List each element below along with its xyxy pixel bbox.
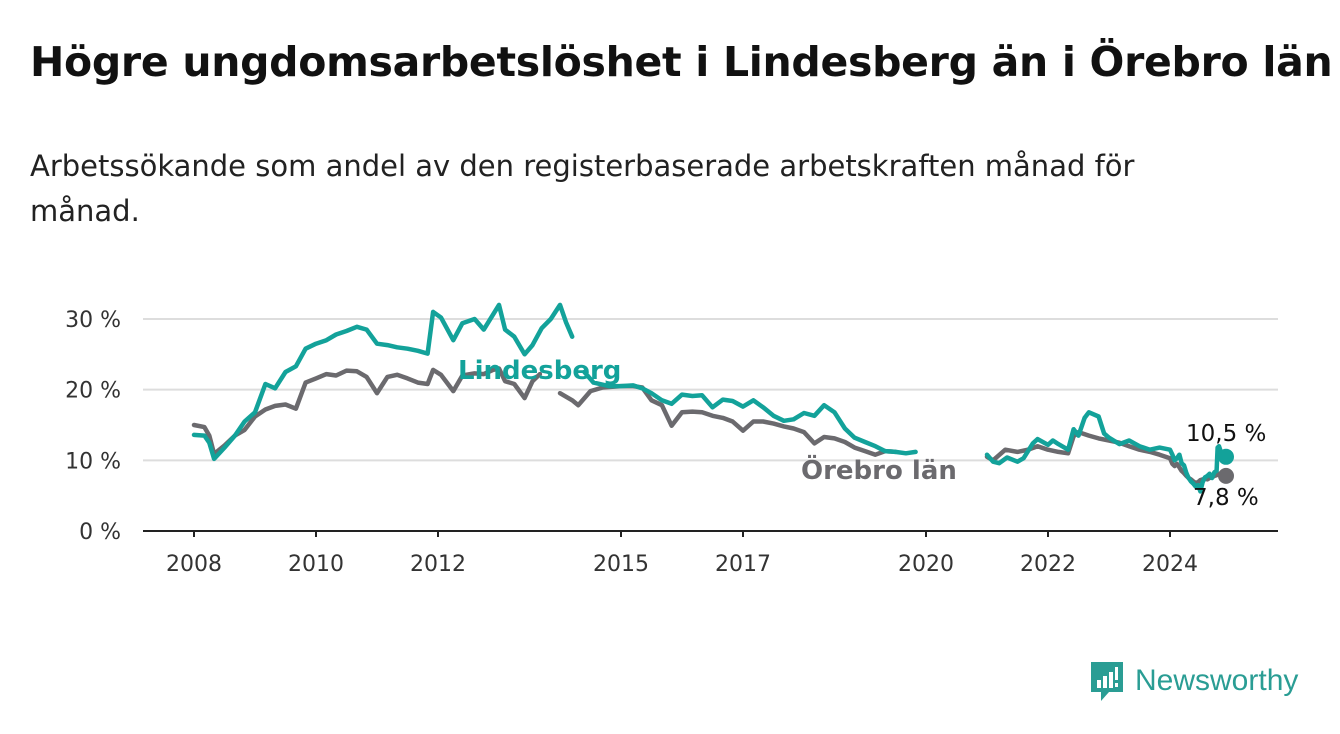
end-value-lindesberg: 10,5 % xyxy=(1186,421,1266,447)
y-axis: 0 % 10 % 20 % 30 % xyxy=(65,308,121,545)
series-line-lindesberg xyxy=(191,302,575,462)
series-line-orebro xyxy=(557,383,898,457)
series-labels: Lindesberg Örebro län 10,5 % 7,8 % xyxy=(458,356,1266,511)
x-tick-label: 2015 xyxy=(593,552,649,577)
y-tick-label: 20 % xyxy=(65,379,121,404)
series-line-orebro xyxy=(984,429,1229,486)
y-tick-label: 10 % xyxy=(65,449,121,474)
x-tick-label: 2020 xyxy=(898,552,954,577)
end-point-orebro xyxy=(1218,467,1234,484)
series-line-lindesberg xyxy=(582,369,918,456)
x-tick-label: 2010 xyxy=(288,552,344,577)
y-tick-label: 30 % xyxy=(65,308,121,333)
series-line-orebro xyxy=(191,366,543,457)
x-tick-label: 2008 xyxy=(166,552,222,577)
end-point-lindesberg xyxy=(1218,448,1234,465)
x-axis: 2008 2010 2012 2015 2017 2020 2022 2024 xyxy=(143,530,1278,577)
x-tick-label: 2017 xyxy=(715,552,771,577)
series-lines xyxy=(191,302,1234,494)
x-tick-label: 2022 xyxy=(1020,552,1076,577)
brand-name: Newsworthy xyxy=(1135,664,1299,697)
newsworthy-logo-icon xyxy=(1091,662,1123,701)
x-tick-label: 2024 xyxy=(1142,552,1198,577)
gridlines xyxy=(143,318,1278,462)
series-label-orebro: Örebro län xyxy=(801,453,957,486)
end-value-orebro: 7,8 % xyxy=(1193,485,1259,511)
y-tick-label: 0 % xyxy=(79,520,121,545)
chart-title: Högre ungdomsarbetslöshet i Lindesberg ä… xyxy=(30,38,1333,86)
series-label-lindesberg: Lindesberg xyxy=(458,356,621,386)
chart-subtitle: Arbetssökande som andel av den registerb… xyxy=(30,149,1135,228)
x-tick-label: 2012 xyxy=(410,552,466,577)
series-line-lindesberg xyxy=(984,410,1229,494)
newsworthy-brand: Newsworthy xyxy=(1089,660,1298,702)
line-chart: 2008 2010 2012 2015 2017 2020 2022 2024 0 % 10 %… xyxy=(65,302,1278,577)
